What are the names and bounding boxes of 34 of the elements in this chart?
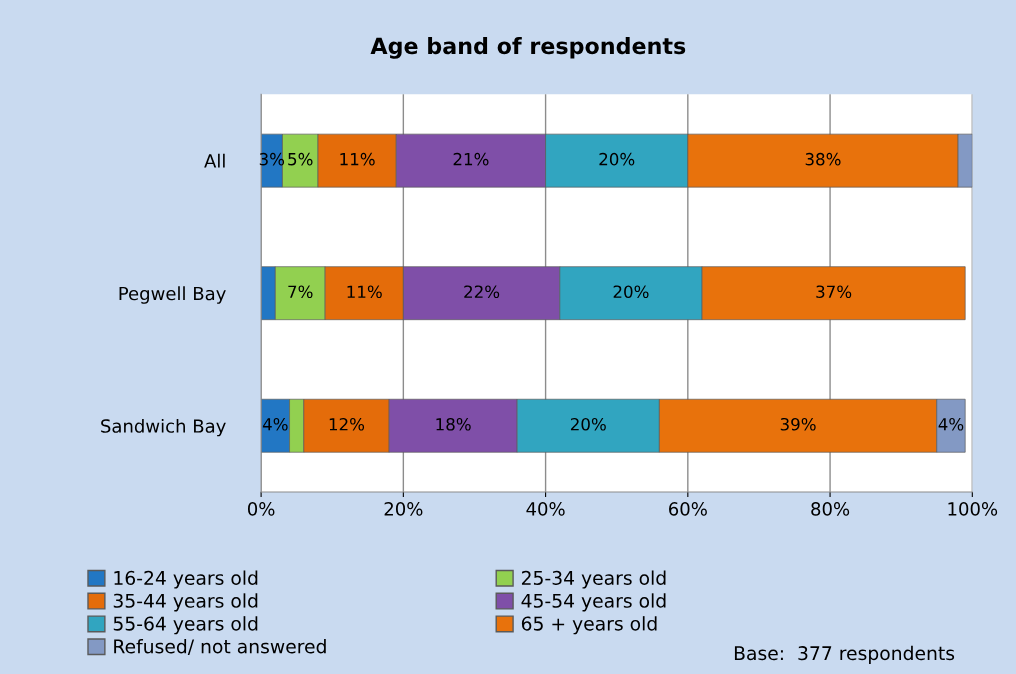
y-tick-label: Sandwich Bay — [101, 418, 226, 437]
y-tick-label: Pegwell Bay — [119, 286, 226, 304]
y-tick-label: All — [204, 153, 225, 168]
data-label: 5% — [288, 152, 313, 166]
x-tick-label: 60% — [669, 502, 707, 516]
x-tick-label: 20% — [384, 502, 423, 516]
data-label: 4% — [938, 417, 964, 431]
data-label: 20% — [613, 285, 649, 299]
data-label: 20% — [570, 417, 606, 431]
data-label: 20% — [599, 152, 635, 166]
data-label: 21% — [453, 152, 489, 166]
data-label: 7% — [288, 285, 313, 299]
legend-label: Refused/ not answered — [114, 638, 326, 655]
x-tick-label: 0% — [247, 502, 275, 516]
legend-label: 55-64 years old — [113, 616, 258, 635]
data-label: 22% — [464, 285, 500, 299]
chart-title: Age band of respondents — [370, 37, 686, 59]
data-label: 39% — [780, 417, 816, 431]
data-label: 37% — [816, 285, 852, 299]
data-label: 12% — [329, 417, 365, 431]
legend-label: 65 + years old — [521, 616, 657, 635]
text: Base: 377 respondents — [734, 645, 955, 664]
data-label: 4% — [262, 417, 288, 431]
legend-label: 35-44 years old — [113, 593, 258, 612]
x-tick-label: 40% — [526, 502, 565, 516]
data-label: 38% — [805, 152, 841, 166]
data-label: 11% — [340, 152, 375, 166]
data-label: 11% — [347, 285, 382, 299]
data-label: 18% — [436, 417, 471, 431]
legend-label: 45-54 years old — [521, 593, 666, 612]
x-tick-label: 100% — [948, 502, 998, 516]
legend-label: 25-34 years old — [521, 570, 666, 589]
x-tick-label: 80% — [811, 502, 850, 516]
legend-label: 16-24 years old — [114, 570, 258, 589]
